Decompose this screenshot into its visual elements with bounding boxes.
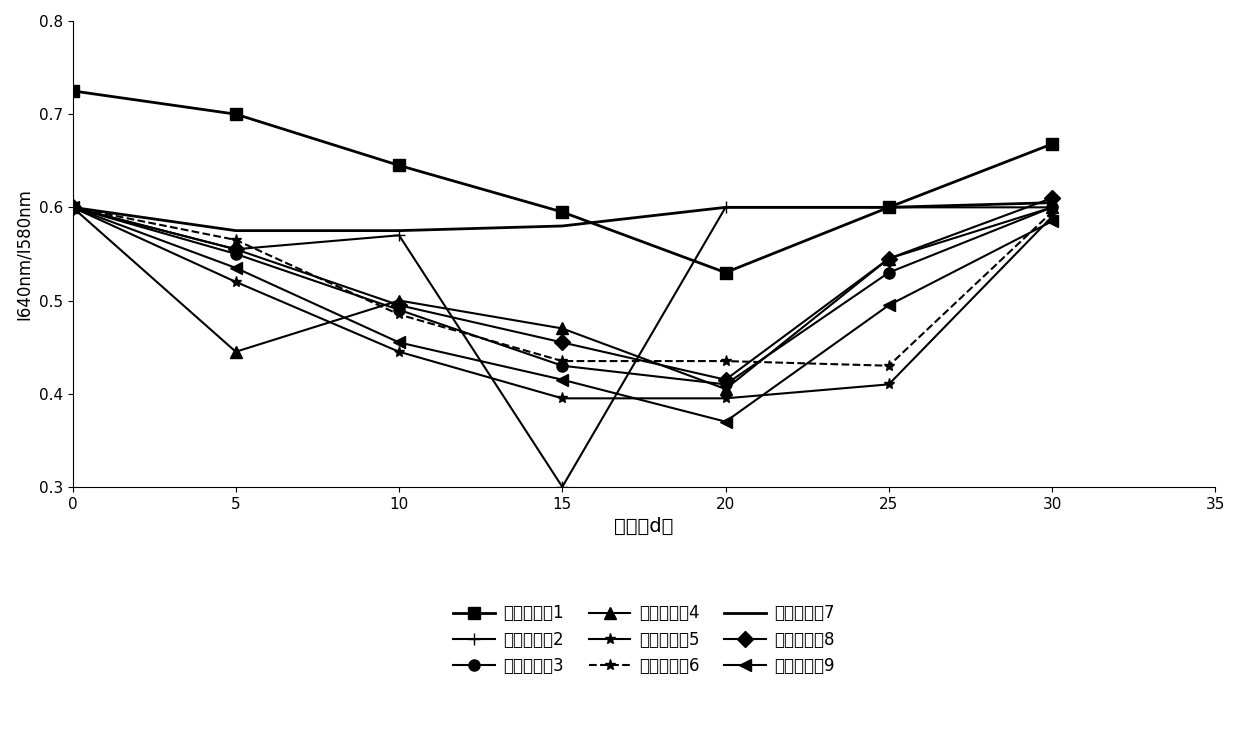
- 对比实施例1: [882, 203, 897, 212]
- 对比实施例6: [64, 203, 79, 212]
- 对比实施例4: [1044, 203, 1059, 212]
- 对比实施例6: [718, 357, 733, 366]
- 对比实施例9: [228, 264, 243, 273]
- 对比实施例7: [64, 203, 79, 212]
- 对比实施例6: [882, 361, 897, 370]
- 对比实施例9: [718, 417, 733, 426]
- 对比实施例5: [228, 277, 243, 286]
- 对比实施例4: [228, 348, 243, 357]
- 对比实施例4: [882, 254, 897, 263]
- 对比实施例1: [1044, 139, 1059, 148]
- 对比实施例9: [554, 375, 569, 384]
- 对比实施例6: [228, 235, 243, 244]
- 对比实施例3: [718, 380, 733, 389]
- X-axis label: 时间（d）: 时间（d）: [614, 517, 673, 536]
- Y-axis label: I640nm/I580nm: I640nm/I580nm: [15, 188, 33, 320]
- Line: 对比实施例9: 对比实施例9: [67, 201, 1058, 427]
- 对比实施例9: [1044, 216, 1059, 225]
- 对比实施例5: [392, 348, 407, 357]
- Line: 对比实施例4: 对比实施例4: [67, 201, 1058, 395]
- 对比实施例4: [718, 384, 733, 393]
- 对比实施例2: [554, 482, 569, 491]
- 对比实施例3: [64, 203, 79, 212]
- 对比实施例8: [228, 245, 243, 254]
- 对比实施例4: [392, 296, 407, 305]
- 对比实施例1: [554, 207, 569, 216]
- 对比实施例7: [882, 203, 897, 212]
- 对比实施例2: [1044, 203, 1059, 212]
- 对比实施例8: [718, 375, 733, 384]
- 对比实施例1: [392, 161, 407, 170]
- 对比实施例1: [228, 109, 243, 118]
- 对比实施例4: [64, 203, 79, 212]
- 对比实施例5: [882, 380, 897, 389]
- 对比实施例7: [392, 226, 407, 235]
- 对比实施例7: [228, 226, 243, 235]
- 对比实施例7: [1044, 198, 1059, 207]
- 对比实施例4: [554, 324, 569, 333]
- 对比实施例9: [882, 300, 897, 309]
- 对比实施例3: [392, 306, 407, 315]
- 对比实施例1: [64, 86, 79, 95]
- 对比实施例3: [228, 249, 243, 258]
- 对比实施例2: [392, 231, 407, 240]
- 对比实施例8: [64, 203, 79, 212]
- Line: 对比实施例3: 对比实施例3: [67, 201, 1058, 390]
- 对比实施例3: [1044, 203, 1059, 212]
- 对比实施例7: [554, 222, 569, 231]
- 对比实施例3: [882, 268, 897, 277]
- 对比实施例2: [718, 203, 733, 212]
- 对比实施例5: [718, 394, 733, 403]
- Legend: 对比实施例1, 对比实施例2, 对比实施例3, 对比实施例4, 对比实施例5, 对比实施例6, 对比实施例7, 对比实施例8, 对比实施例9: 对比实施例1, 对比实施例2, 对比实施例3, 对比实施例4, 对比实施例5, …: [446, 598, 842, 682]
- 对比实施例8: [392, 300, 407, 309]
- 对比实施例1: [718, 268, 733, 277]
- Line: 对比实施例6: 对比实施例6: [67, 201, 1058, 372]
- 对比实施例6: [392, 310, 407, 319]
- Line: 对比实施例2: 对比实施例2: [67, 201, 1058, 492]
- 对比实施例2: [228, 245, 243, 254]
- Line: 对比实施例5: 对比实施例5: [67, 201, 1058, 404]
- 对比实施例8: [1044, 193, 1059, 202]
- 对比实施例9: [392, 338, 407, 347]
- 对比实施例5: [554, 394, 569, 403]
- Line: 对比实施例1: 对比实施例1: [67, 85, 1058, 278]
- 对比实施例6: [1044, 207, 1059, 216]
- 对比实施例9: [64, 203, 79, 212]
- Line: 对比实施例7: 对比实施例7: [72, 203, 1052, 231]
- 对比实施例8: [882, 254, 897, 263]
- 对比实施例2: [64, 203, 79, 212]
- 对比实施例3: [554, 361, 569, 370]
- 对比实施例8: [554, 338, 569, 347]
- 对比实施例2: [882, 203, 897, 212]
- 对比实施例5: [1044, 212, 1059, 221]
- 对比实施例5: [64, 203, 79, 212]
- Line: 对比实施例8: 对比实施例8: [67, 192, 1058, 385]
- 对比实施例6: [554, 357, 569, 366]
- 对比实施例7: [718, 203, 733, 212]
